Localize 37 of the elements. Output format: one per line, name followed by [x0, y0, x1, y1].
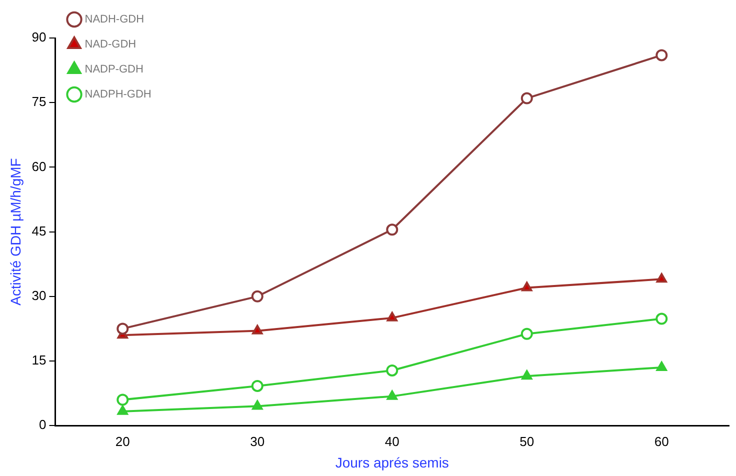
y-tick-label: 90	[32, 30, 46, 45]
y-tick-label: 75	[32, 94, 46, 110]
point	[386, 224, 398, 236]
y-tick-label: 45	[32, 223, 46, 238]
point	[522, 282, 532, 292]
point	[386, 312, 398, 322]
point	[252, 324, 263, 334]
point	[520, 92, 533, 104]
legend-label: NADPH-GDH	[84, 88, 152, 101]
x-tick-label: 30	[250, 434, 265, 449]
y-tick-label: 30	[32, 288, 46, 303]
point	[656, 361, 667, 371]
y-axis-title: Activité GDH µM/h/gMF	[7, 158, 24, 306]
point	[656, 273, 667, 283]
x-tick-label: 20	[115, 434, 130, 449]
point	[656, 49, 668, 62]
point	[252, 400, 263, 410]
x-tick-label: 60	[654, 434, 669, 449]
x-tick-label: 50	[520, 434, 534, 449]
legend-label: NADP-GDH	[84, 64, 144, 76]
point	[520, 328, 533, 340]
point	[656, 312, 668, 325]
y-tick-label: 0	[39, 417, 46, 432]
y-tick-label: 60	[32, 158, 46, 174]
point	[386, 390, 398, 400]
point	[251, 380, 264, 392]
point	[117, 405, 128, 415]
point	[386, 364, 398, 376]
x-axis-title: Jours aprés semis	[335, 454, 449, 470]
legend-label: NADH-GDH	[84, 14, 144, 26]
point	[116, 394, 129, 406]
point	[116, 322, 129, 335]
y-tick-label: 15	[32, 352, 46, 368]
x-tick-label: 40	[384, 434, 400, 449]
point	[522, 370, 532, 380]
point	[251, 290, 264, 302]
legend-label: NAD-GDH	[84, 38, 136, 51]
